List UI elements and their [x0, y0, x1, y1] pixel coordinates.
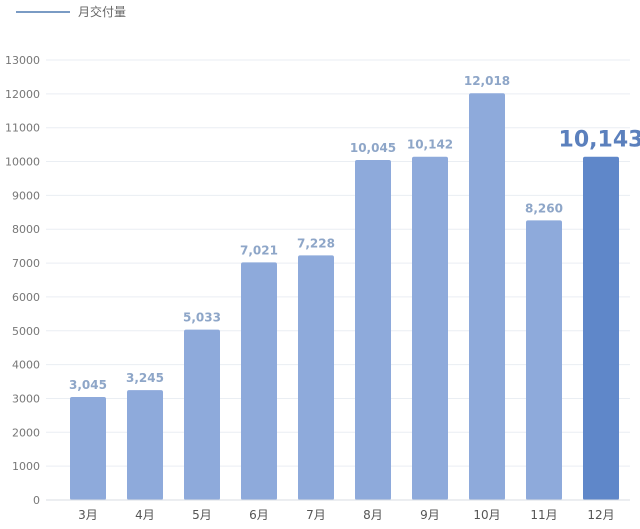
y-tick-label: 11000 — [5, 122, 40, 135]
data-label: 7,021 — [240, 243, 278, 257]
x-tick-label: 8月 — [363, 508, 383, 522]
bar-8月 — [355, 160, 391, 500]
data-label: 5,033 — [183, 311, 221, 325]
y-tick-label: 3000 — [12, 392, 40, 405]
x-tick-label: 6月 — [249, 508, 269, 522]
legend-label: 月交付量 — [78, 4, 126, 19]
y-tick-label: 10000 — [5, 156, 40, 169]
data-labels: 3,045 3,245 5,033 7,021 7,228 10,045 10,142 12,… — [69, 74, 640, 392]
x-tick-label: 5月 — [192, 508, 212, 522]
y-tick-label: 2000 — [12, 426, 40, 439]
x-tick-label: 12月 — [587, 508, 614, 522]
y-axis: 0 1000 2000 3000 4000 5000 6000 7000 8000 9000 100… — [5, 54, 40, 507]
x-tick-label: 10月 — [473, 508, 500, 522]
data-label: 8,260 — [525, 201, 563, 215]
bar-5月 — [184, 329, 220, 500]
bar-4月 — [127, 390, 163, 500]
bar-11月 — [526, 220, 562, 500]
x-tick-label: 7月 — [306, 508, 326, 522]
bars — [70, 93, 619, 501]
y-tick-label: 13000 — [5, 54, 40, 67]
y-tick-label: 4000 — [12, 359, 40, 372]
data-label: 10,143 — [559, 128, 640, 153]
legend: 月交付量 — [16, 4, 126, 19]
grid-lines — [46, 59, 630, 467]
data-label: 10,142 — [407, 138, 453, 152]
data-label: 12,018 — [464, 74, 510, 88]
y-tick-label: 12000 — [5, 88, 40, 101]
bar-10月 — [469, 93, 505, 500]
y-tick-label: 7000 — [12, 257, 40, 270]
data-label: 3,245 — [126, 371, 164, 385]
bar-9月 — [412, 156, 448, 501]
y-tick-label: 0 — [33, 494, 40, 507]
y-tick-label: 1000 — [12, 460, 40, 473]
y-tick-label: 5000 — [12, 325, 40, 338]
x-tick-label: 11月 — [530, 508, 557, 522]
y-tick-label: 6000 — [12, 291, 40, 304]
x-tick-label: 3月 — [78, 508, 98, 522]
y-tick-label: 9000 — [12, 189, 40, 202]
bar-7月 — [298, 255, 334, 500]
data-label: 7,228 — [297, 236, 335, 250]
bar-6月 — [241, 262, 277, 500]
data-label: 10,045 — [350, 141, 396, 155]
data-label: 3,045 — [69, 378, 107, 392]
x-axis: 3月 4月 5月 6月 7月 8月 9月 10月 11月 12月 — [46, 499, 630, 522]
x-tick-label: 9月 — [420, 508, 440, 522]
x-tick-label: 4月 — [135, 508, 155, 522]
bar-12月 — [583, 156, 619, 500]
y-tick-label: 8000 — [12, 223, 40, 236]
bar-3月 — [70, 396, 106, 500]
